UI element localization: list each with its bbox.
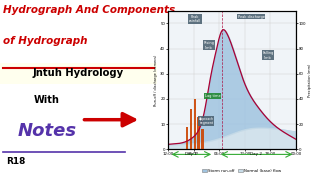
Y-axis label: Run-off / discharge (cumecs): Run-off / discharge (cumecs) (154, 54, 158, 106)
Text: R18: R18 (6, 158, 26, 166)
FancyBboxPatch shape (0, 63, 157, 84)
Text: Notes: Notes (18, 122, 76, 140)
Y-axis label: Precipitation (mm): Precipitation (mm) (308, 63, 312, 97)
Bar (186, 127, 188, 149)
Text: Rising
limb: Rising limb (204, 41, 214, 50)
Text: Falling
limb: Falling limb (262, 51, 274, 60)
Text: Day 2: Day 2 (250, 152, 262, 156)
Bar (194, 99, 196, 149)
Bar (197, 117, 200, 149)
Text: Peak discharge: Peak discharge (238, 15, 265, 19)
Legend: Storm run-off, Normal (base) flow: Storm run-off, Normal (base) flow (200, 167, 283, 175)
Text: Day 1: Day 1 (185, 152, 197, 156)
Bar (201, 129, 204, 149)
Text: Jntuh Hydrology: Jntuh Hydrology (33, 68, 124, 78)
Text: of Hydrograph: of Hydrograph (3, 36, 88, 46)
Text: Lag time: Lag time (205, 94, 220, 98)
Text: With: With (34, 95, 60, 105)
Bar (190, 109, 192, 149)
Text: Approach
segment: Approach segment (199, 117, 214, 125)
Text: Peak
rainfall: Peak rainfall (189, 15, 201, 23)
Text: Hydrograph And Components: Hydrograph And Components (3, 5, 175, 15)
